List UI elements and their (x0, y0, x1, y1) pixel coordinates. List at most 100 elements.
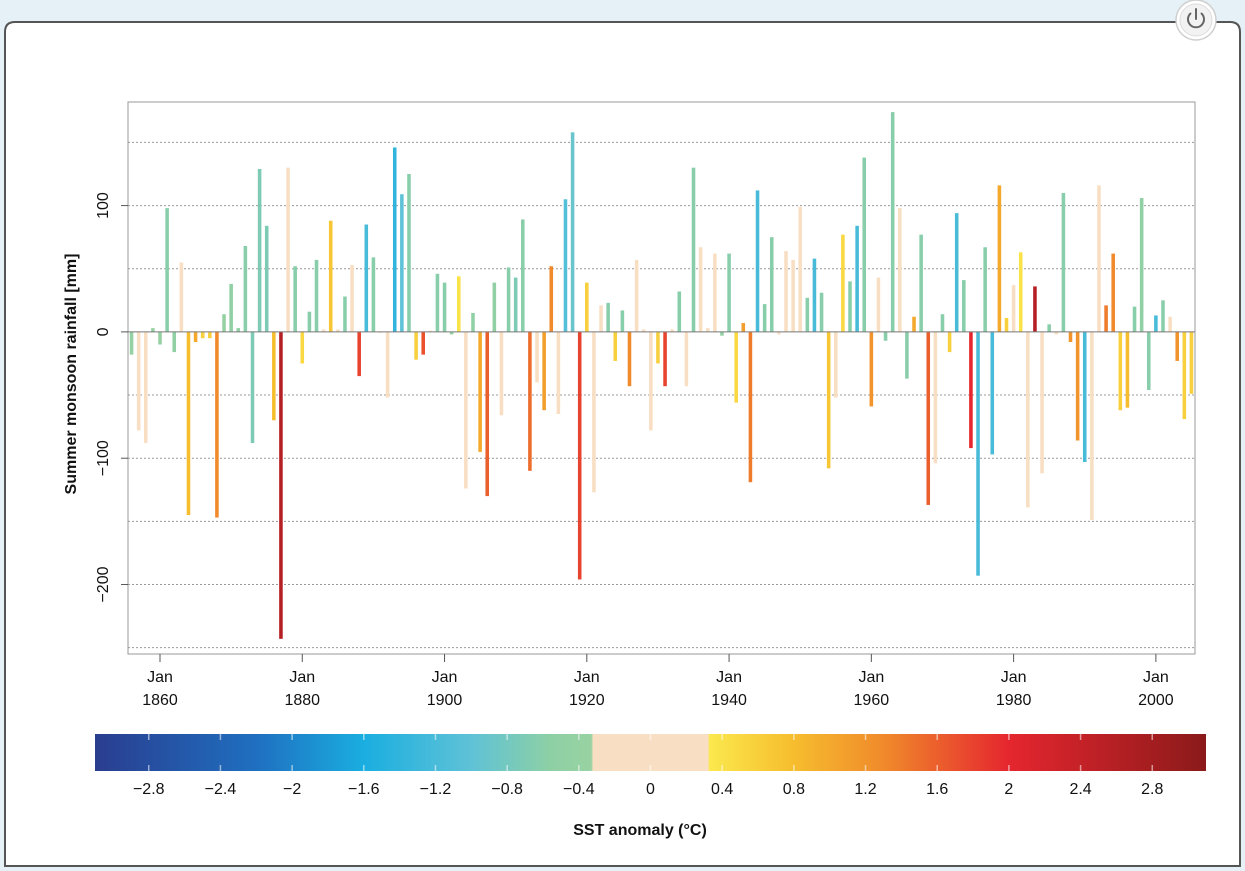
bar-1908 (499, 331, 504, 416)
bar-1978 (997, 185, 1002, 332)
bar-2005 (1189, 331, 1194, 394)
colorbar-tick-label: −0.4 (563, 781, 595, 798)
bar-2001 (1161, 300, 1165, 332)
bar-1905 (478, 331, 482, 452)
colorbar-tick-label: 0.4 (711, 781, 733, 798)
bar-1879 (293, 266, 297, 332)
bar-1993 (1104, 305, 1108, 332)
bar-1938 (713, 253, 717, 332)
colorbar (95, 734, 1206, 771)
bar-1880 (300, 331, 305, 364)
bar-1969 (933, 331, 938, 464)
x-tick-year: 1920 (569, 692, 605, 709)
bar-1874 (257, 168, 262, 332)
bar-1887 (350, 264, 354, 332)
bar-1997 (1132, 306, 1137, 332)
plot-area (127, 101, 1196, 655)
colorbar-tick-label: 0 (646, 781, 655, 798)
x-tick-year: 1860 (142, 692, 178, 709)
bar-1983 (1033, 286, 1037, 332)
bar-1886 (343, 296, 347, 332)
bar-1957 (848, 281, 852, 332)
bar-1922 (599, 305, 603, 332)
bar-1862 (172, 331, 177, 353)
bar-1990 (1082, 331, 1087, 462)
bar-1977 (990, 331, 995, 455)
bar-2002 (1168, 316, 1172, 332)
colorbar-tick-label: 1.2 (854, 781, 876, 798)
y-tick-label: −100 (95, 440, 112, 476)
bar-1911 (521, 219, 525, 332)
bar-1952 (812, 258, 817, 332)
bar-1864 (186, 331, 191, 516)
bar-1953 (819, 292, 824, 332)
bar-1926 (627, 331, 632, 387)
colorbar-tick-label: 2.4 (1069, 781, 1091, 798)
bar-1972 (954, 213, 959, 332)
bar-1914 (542, 331, 546, 411)
power-button[interactable] (1175, 0, 1217, 41)
bar-1960 (869, 331, 874, 407)
bar-1917 (563, 199, 568, 332)
x-tick-month: Jan (147, 669, 173, 686)
bar-1881 (307, 311, 312, 332)
y-tick-label: −200 (95, 566, 112, 602)
bar-1904 (471, 312, 475, 332)
bar-1982 (1026, 331, 1030, 508)
bar-1961 (876, 277, 881, 332)
bar-1873 (250, 331, 255, 444)
bar-1857 (136, 331, 141, 431)
bar-1885 (336, 329, 340, 332)
bar-1912 (528, 331, 532, 471)
bar-1924 (613, 331, 618, 361)
bar-1856 (129, 331, 134, 355)
y-axis: 100 0 −100 −200 (95, 192, 128, 603)
x-tick-month: Jan (1143, 669, 1169, 686)
y-axis-title: Summer monsoon rainfall [mm] (63, 254, 80, 495)
bar-1968 (926, 331, 931, 505)
bar-1907 (492, 282, 497, 332)
bar-1950 (798, 206, 802, 332)
bar-1902 (456, 276, 461, 332)
bar-1867 (208, 331, 212, 339)
y-tick-label: 100 (95, 192, 112, 219)
bar-1928 (641, 329, 646, 332)
bar-1877 (279, 331, 283, 639)
bar-1903 (464, 331, 468, 489)
bar-1925 (620, 310, 625, 332)
x-tick-year: 1900 (427, 692, 463, 709)
bar-1951 (805, 297, 810, 332)
bar-1863 (179, 262, 184, 332)
bar-1954 (826, 331, 831, 469)
bar-1945 (762, 304, 767, 332)
x-tick-year: 1940 (711, 692, 747, 709)
bar-1920 (585, 282, 589, 332)
bar-1913 (535, 331, 539, 383)
bar-1981 (1018, 252, 1023, 332)
bar-2000 (1154, 315, 1158, 332)
bars (129, 112, 1194, 639)
power-icon (1187, 8, 1205, 29)
bar-1937 (705, 328, 710, 332)
bar-1923 (606, 302, 610, 332)
bar-1947 (777, 331, 781, 335)
bar-1883 (321, 329, 326, 332)
bar-1964 (898, 208, 902, 332)
bar-1899 (435, 273, 440, 332)
bar-1940 (727, 253, 731, 332)
bar-1870 (229, 283, 233, 332)
bar-1962 (883, 331, 888, 341)
bar-1998 (1139, 198, 1144, 332)
bar-1878 (286, 167, 290, 332)
bar-1955 (834, 331, 838, 398)
bar-1936 (698, 247, 703, 332)
bar-1944 (755, 190, 760, 332)
bar-1868 (215, 331, 219, 518)
colorbar-tick-label: −2.4 (205, 781, 237, 798)
x-tick-month: Jan (289, 669, 315, 686)
bar-1869 (222, 314, 226, 332)
bar-1965 (905, 331, 909, 379)
bar-1871 (236, 328, 241, 332)
bar-1942 (741, 323, 746, 332)
bar-1996 (1125, 331, 1130, 408)
